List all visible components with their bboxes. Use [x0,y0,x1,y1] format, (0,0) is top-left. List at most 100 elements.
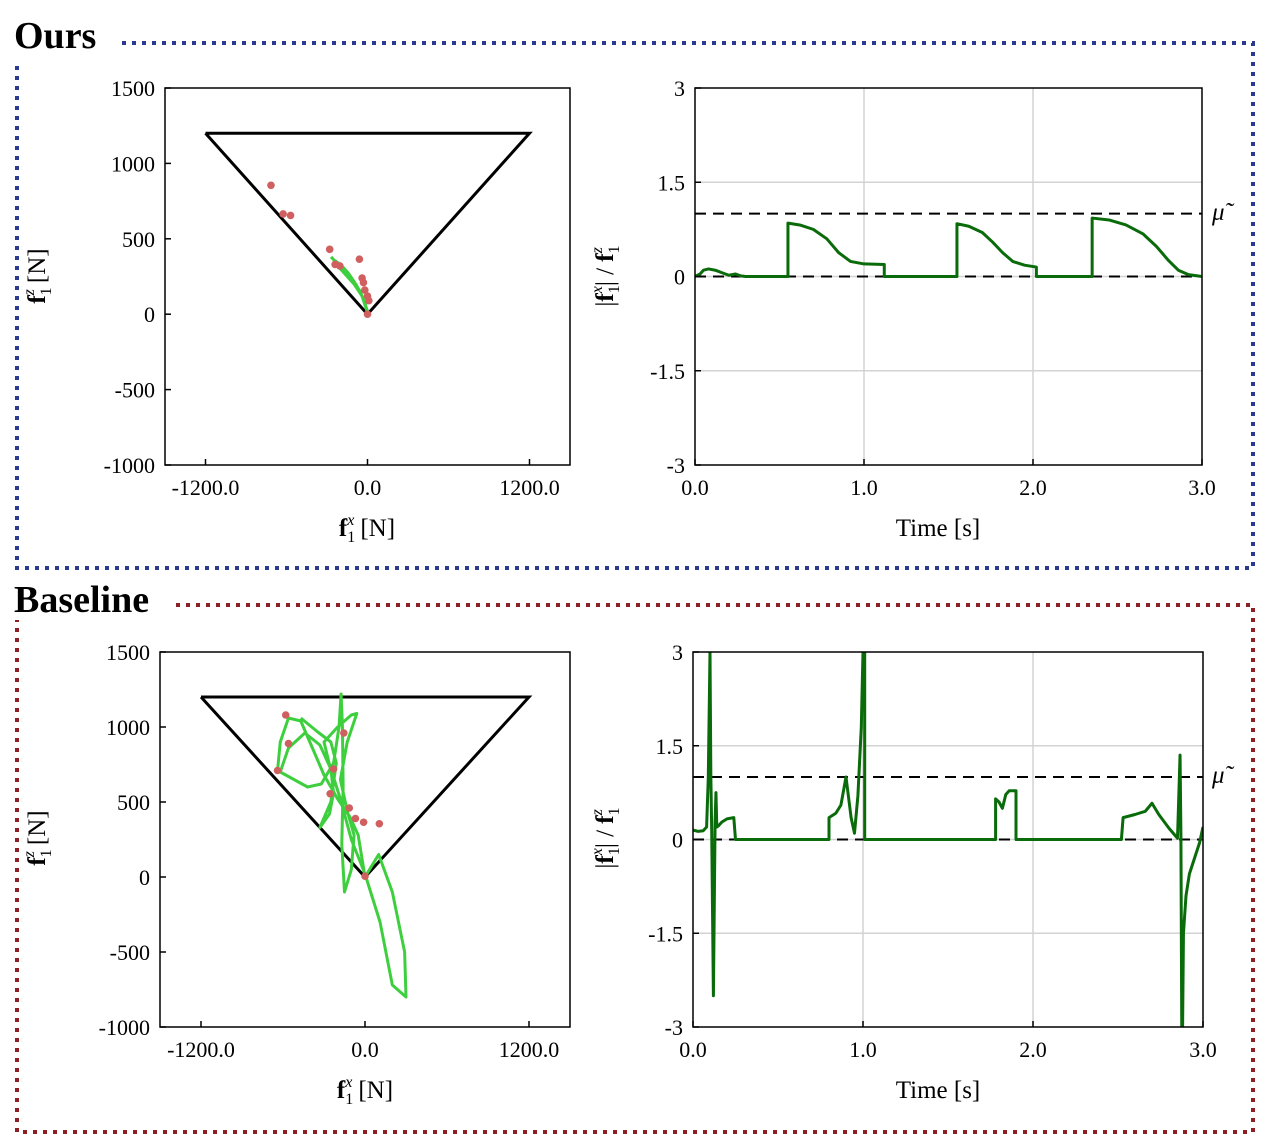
plot-area [159,651,571,1028]
contact-point [351,814,360,823]
x-ticks: -1200.0 0.0 1200.0 [167,1021,559,1062]
plot-content [204,131,533,319]
ours-title: Ours [14,15,96,57]
plot-content [693,652,1203,1027]
x-tick-label: 1200.0 [499,475,560,500]
baseline-ratio-plot: 0.0 1.0 2.0 3.0 -3 -1.5 0 1.5 3 Time [s] |f1x| … [589,640,1235,1104]
y-tick-label: -500 [115,378,155,403]
x-tick-label: 0.0 [681,475,709,500]
contact-point [284,739,293,748]
axes-box [164,87,571,466]
y-tick-label: -1000 [99,1015,150,1040]
x-tick-label: -1200.0 [172,475,240,500]
contact-point [325,245,334,254]
contact-point [329,765,338,773]
contact-point [359,818,368,827]
contact-point [355,255,364,263]
baseline-section: Baseline [14,579,1255,1134]
ours-ratio-plot: 0.0 1.0 2.0 3.0 -3 -1.5 0 1.5 3 Time [s] |f1x| … [589,76,1235,542]
x-tick-label: 1.0 [850,475,878,500]
ratio-series-line [693,652,1203,1027]
contact-point [281,711,290,719]
y-axis-label: |f1x| / f1z [589,245,623,306]
plot-area [694,87,1203,466]
contact-point [336,262,344,270]
baseline-force-plot: -1200.0 0.0 1200.0 -1000 -500 0 500 1000 1500 f… [21,640,571,1108]
x-ticks: 0.0 1.0 2.0 3.0 [681,459,1216,500]
baseline-frame [15,603,1255,1134]
y-tick-label: 1000 [111,151,155,176]
y-tick-label: 0 [144,302,155,327]
ours-force-plot: -1200.0 0.0 1200.0 -1000 -500 0 500 1000 1500 f… [21,76,571,546]
friction-cone [204,131,533,317]
x-tick-label: 1.0 [849,1037,877,1062]
mu-label: μ̃ [1211,199,1235,226]
force-trajectory [329,255,369,315]
x-axis-label: Time [s] [896,515,981,542]
contact-point [365,296,373,305]
y-tick-label: -3 [665,1015,683,1040]
x-axis-label: Time [s] [896,1077,981,1104]
x-tick-label: 1200.0 [499,1037,560,1062]
contact-point [361,872,369,881]
x-tick-label: 2.0 [1019,475,1047,500]
y-tick-label: 0 [674,265,685,290]
x-ticks: -1200.0 0.0 1200.0 [172,459,560,500]
friction-cone [199,695,533,880]
ours-frame [15,41,1255,570]
x-tick-label: -1200.0 [167,1037,235,1062]
y-tick-label: 0 [672,828,683,853]
y-tick-label: 1000 [106,715,150,740]
x-tick-label: 2.0 [1019,1037,1047,1062]
ours-section: Ours [14,15,1255,570]
y-ticks: -1000 -500 0 500 1000 1500 [104,76,171,478]
x-axis-label: f1x [N] [339,512,395,546]
contact-point [267,181,275,190]
plot-area [164,87,571,466]
plot-area [692,651,1204,1028]
y-tick-label: 1.5 [656,734,684,759]
y-ticks: -3 -1.5 0 1.5 3 [650,76,701,478]
y-axis-label: f1z[N] [21,248,55,303]
x-tick-label: 0.0 [679,1037,707,1062]
y-tick-label: 500 [117,790,150,815]
mu-label: μ̃ [1211,762,1235,789]
axes-box [159,651,571,1028]
baseline-title: Baseline [14,579,149,621]
plot-content [199,692,533,999]
x-tick-label: 3.0 [1188,475,1216,500]
contact-point [340,729,348,737]
y-tick-label: 0 [139,865,150,890]
contact-point [359,278,368,287]
contact-point [345,804,354,812]
y-tick-label: 1.5 [658,170,686,195]
y-tick-label: 1500 [111,76,155,101]
contact-point [273,766,282,775]
contact-point [363,310,372,319]
y-axis-label: |f1x| / f1z [589,807,623,868]
y-tick-label: -500 [110,940,150,965]
plot-content [695,212,1202,278]
x-tick-label: 0.0 [354,475,382,500]
x-tick-label: 3.0 [1189,1037,1217,1062]
contact-point [279,210,287,218]
y-ticks: -1000 -500 0 500 1000 1500 [99,640,166,1040]
y-ticks: -3 -1.5 0 1.5 3 [648,640,699,1040]
y-tick-label: 500 [122,227,155,252]
y-tick-label: 1500 [106,640,150,665]
contact-point [326,789,334,798]
contact-point [286,211,295,220]
y-tick-label: -1.5 [650,359,685,384]
x-ticks: 0.0 1.0 2.0 3.0 [679,1021,1217,1062]
force-trajectory [276,692,408,999]
y-tick-label: -1000 [104,453,155,478]
contact-point [375,819,384,828]
y-tick-label: 3 [674,76,685,101]
ratio-series-line [695,216,1202,278]
y-tick-label: -1.5 [648,921,683,946]
contact-point [361,286,369,294]
y-axis-label: f1z[N] [21,810,55,865]
x-tick-label: 0.0 [351,1037,379,1062]
y-tick-label: 3 [672,640,683,665]
